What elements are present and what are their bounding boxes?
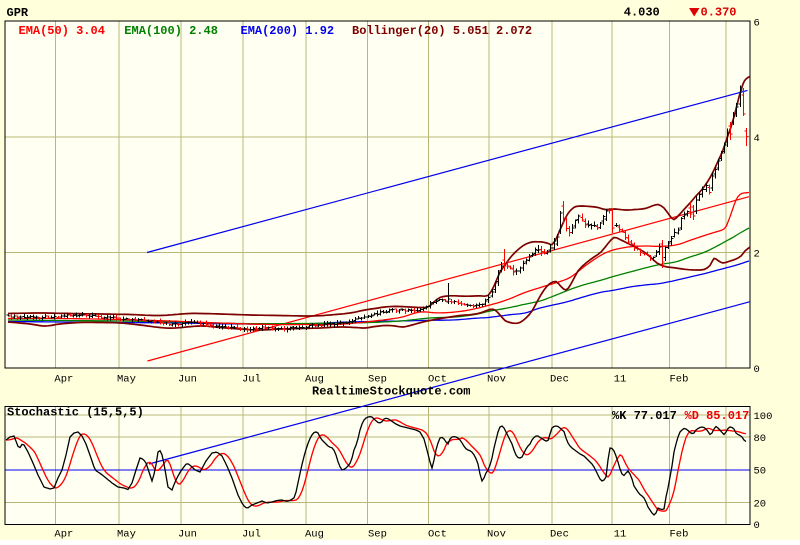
svg-text:0.370: 0.370 — [701, 6, 737, 20]
svg-text:EMA(50) 3.04: EMA(50) 3.04 — [19, 24, 105, 38]
svg-text:Sep: Sep — [368, 529, 387, 541]
svg-text:0: 0 — [754, 520, 760, 532]
svg-text:Bollinger(20) 5.051 2.072: Bollinger(20) 5.051 2.072 — [352, 24, 532, 38]
svg-text:Oct: Oct — [428, 374, 447, 386]
svg-text:6: 6 — [754, 17, 760, 29]
svg-text:Stochastic (15,5,5): Stochastic (15,5,5) — [7, 406, 144, 420]
svg-text:Apr: Apr — [54, 374, 73, 386]
svg-text:Oct: Oct — [428, 529, 447, 541]
svg-text:Dec: Dec — [550, 529, 569, 541]
svg-text:Nov: Nov — [487, 374, 506, 386]
svg-text:Jul: Jul — [242, 374, 261, 386]
svg-text:May: May — [117, 529, 136, 541]
svg-text:Aug: Aug — [305, 374, 324, 386]
svg-text:100: 100 — [754, 411, 773, 423]
svg-text:Jul: Jul — [242, 529, 261, 541]
svg-text:EMA(200) 1.92: EMA(200) 1.92 — [241, 24, 335, 38]
svg-text:4: 4 — [754, 133, 760, 145]
svg-text:EMA(100) 2.48: EMA(100) 2.48 — [124, 24, 218, 38]
svg-text:11: 11 — [614, 529, 627, 541]
svg-text:%D 85.017: %D 85.017 — [685, 409, 750, 423]
svg-text:Dec: Dec — [550, 374, 569, 386]
svg-text:Jun: Jun — [178, 529, 197, 541]
svg-text:May: May — [117, 374, 136, 386]
svg-text:Apr: Apr — [54, 529, 73, 541]
svg-text:Sep: Sep — [368, 374, 387, 386]
svg-text:Feb: Feb — [670, 529, 689, 541]
svg-text:%K 77.017: %K 77.017 — [612, 409, 677, 423]
svg-text:50: 50 — [754, 466, 767, 478]
svg-text:4.030: 4.030 — [624, 6, 660, 20]
svg-text:2: 2 — [754, 248, 760, 260]
svg-text:80: 80 — [754, 433, 767, 445]
svg-text:GPR: GPR — [7, 6, 29, 20]
svg-text:0: 0 — [754, 364, 760, 376]
svg-text:Feb: Feb — [670, 374, 689, 386]
svg-text:11: 11 — [614, 374, 627, 386]
svg-text:RealtimeStockquote.com: RealtimeStockquote.com — [312, 385, 470, 399]
svg-text:Aug: Aug — [305, 529, 324, 541]
svg-text:Jun: Jun — [178, 374, 197, 386]
svg-text:Nov: Nov — [487, 529, 506, 541]
svg-text:20: 20 — [754, 498, 767, 510]
